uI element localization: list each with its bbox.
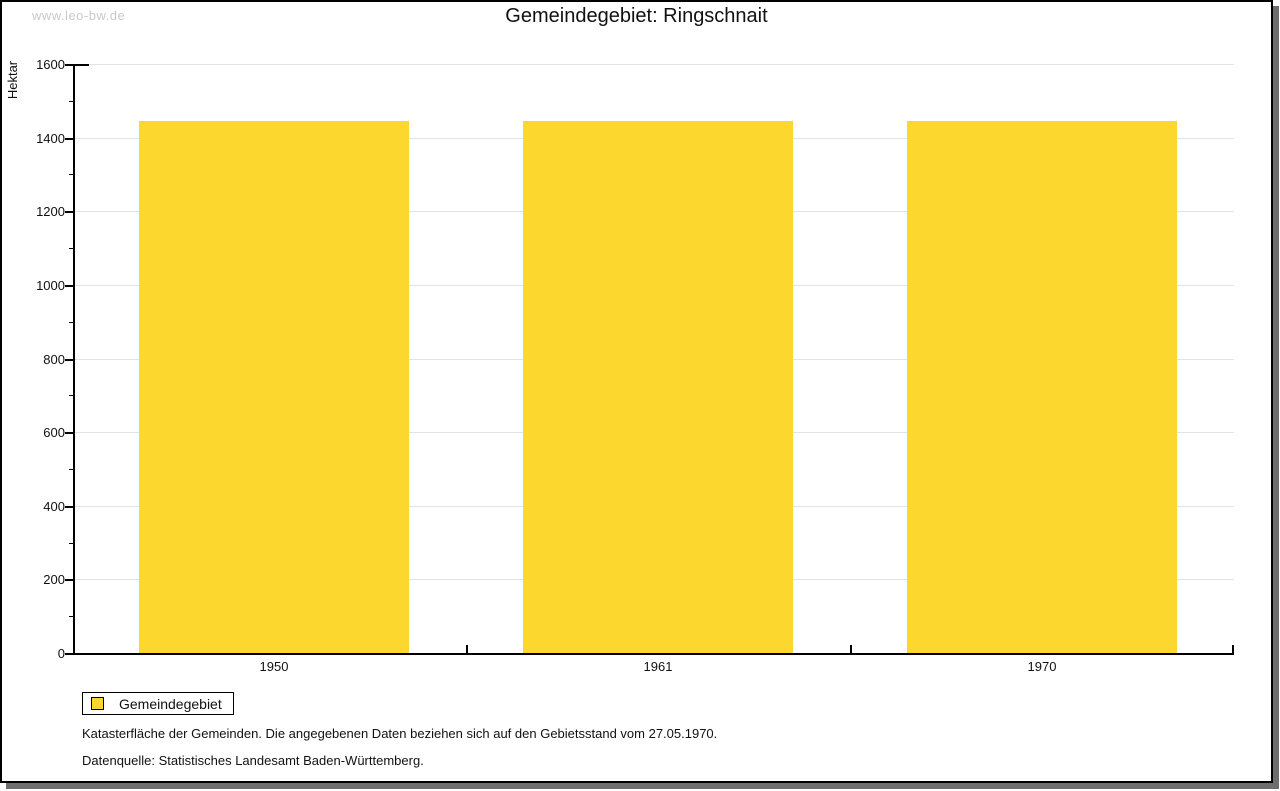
y-tick-label: 600 [43, 425, 65, 440]
y-major-tick [65, 579, 73, 581]
y-axis-line [73, 64, 75, 655]
bar-1970 [907, 121, 1177, 653]
y-major-tick [65, 432, 73, 434]
x-axis-line [73, 653, 1234, 655]
y-tick-label: 1400 [36, 131, 65, 146]
y-tick-label: 0 [57, 646, 65, 661]
y-tick-label: 200 [43, 572, 65, 587]
y-major-tick [65, 138, 73, 140]
y-minor-tick [69, 248, 73, 249]
legend-swatch [91, 697, 104, 710]
y-tick-label: 400 [43, 499, 65, 514]
x-boundary-tick [850, 645, 852, 653]
y-minor-tick [69, 543, 73, 544]
legend: Gemeindegebiet [82, 692, 234, 715]
y-major-tick [65, 285, 73, 287]
footnote-data-source: Datenquelle: Statistisches Landesamt Bad… [82, 753, 424, 768]
x-axis-endcap [1232, 645, 1234, 653]
legend-label: Gemeindegebiet [119, 695, 222, 712]
watermark: www.leo-bw.de [32, 8, 126, 23]
x-boundary-tick [466, 645, 468, 653]
y-tick-label: 1200 [36, 204, 65, 219]
gridline [75, 64, 1234, 65]
y-major-tick [65, 506, 73, 508]
y-minor-tick [69, 469, 73, 470]
footnote-source-note: Katasterfläche der Gemeinden. Die angege… [82, 726, 718, 741]
y-minor-tick [69, 101, 73, 102]
y-minor-tick [69, 395, 73, 396]
y-axis-endcap [75, 64, 89, 66]
y-minor-tick [69, 174, 73, 175]
y-major-tick [65, 653, 73, 655]
y-minor-tick [69, 616, 73, 617]
plot-area: 0 200 400 600 800 1000 1200 1400 1600 1950 1961 197… [2, 2, 1271, 781]
y-tick-label: 1600 [36, 57, 65, 72]
y-tick-label: 1000 [36, 278, 65, 293]
x-tick-label: 1950 [259, 659, 289, 674]
bar-1961 [523, 121, 793, 653]
x-tick-label: 1970 [1027, 659, 1057, 674]
chart-title: Gemeindegebiet: Ringschnait [505, 5, 768, 27]
y-major-tick [65, 359, 73, 361]
y-major-tick [65, 211, 73, 213]
y-tick-label: 800 [43, 352, 65, 367]
x-tick-label: 1961 [643, 659, 673, 674]
y-minor-tick [69, 322, 73, 323]
bar-1950 [139, 121, 409, 653]
y-major-tick [65, 64, 73, 66]
